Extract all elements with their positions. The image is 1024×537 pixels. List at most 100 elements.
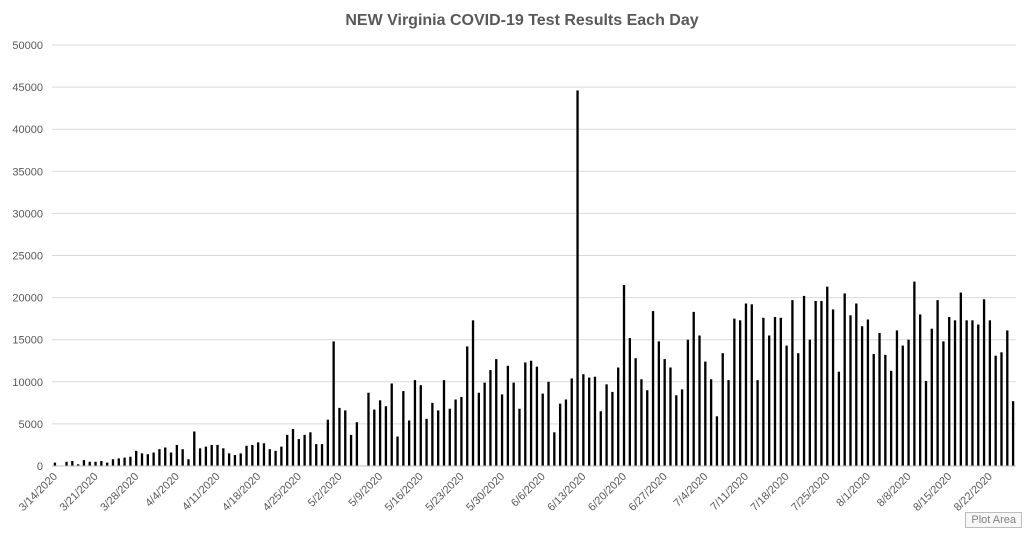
- bar: [274, 450, 277, 466]
- x-tick-label: 6/13/2020: [545, 471, 588, 514]
- bar: [257, 442, 260, 466]
- bar: [669, 367, 672, 466]
- y-tick-label: 20000: [12, 293, 43, 305]
- bar: [808, 339, 811, 466]
- bar: [802, 295, 806, 466]
- x-tick-label: 3/28/2020: [98, 471, 141, 514]
- bar: [709, 379, 713, 466]
- bar: [599, 411, 602, 466]
- bar: [895, 330, 899, 466]
- bar: [512, 382, 515, 466]
- bar: [175, 444, 179, 466]
- bar: [797, 353, 800, 466]
- bar: [657, 341, 661, 466]
- bar: [529, 360, 533, 466]
- bar: [692, 311, 695, 466]
- bar: [471, 320, 475, 466]
- bar: [820, 300, 823, 466]
- bar: [872, 354, 875, 466]
- bar: [913, 281, 916, 466]
- bar: [454, 399, 457, 466]
- bar: [94, 461, 97, 466]
- bar: [907, 339, 910, 466]
- bar: [948, 316, 951, 466]
- x-tick-label: 7/4/2020: [672, 471, 711, 510]
- bar: [919, 314, 922, 466]
- bar: [431, 402, 434, 466]
- bar: [367, 392, 370, 466]
- y-tick-label: 40000: [12, 124, 43, 136]
- y-tick-label: 5000: [19, 419, 43, 431]
- x-tick-label: 8/15/2020: [911, 471, 954, 514]
- bar: [216, 444, 219, 466]
- bar: [651, 311, 655, 466]
- bar: [680, 389, 684, 466]
- bar: [837, 371, 841, 466]
- y-tick-label: 50000: [12, 40, 43, 52]
- bar: [646, 390, 649, 466]
- bar: [65, 461, 68, 466]
- bar: [466, 346, 469, 466]
- bar: [320, 444, 324, 466]
- bar: [303, 434, 306, 466]
- bar: [756, 380, 759, 466]
- bar: [425, 418, 428, 466]
- bar: [739, 320, 742, 466]
- x-tick-label: 7/11/2020: [709, 471, 752, 514]
- bar: [164, 447, 167, 466]
- gridlines: [52, 44, 1016, 425]
- x-tick-label: 6/6/2020: [509, 471, 548, 510]
- bar: [704, 361, 707, 466]
- bar: [686, 339, 690, 466]
- plot-area-tooltip: Plot Area: [965, 512, 1022, 528]
- bar: [135, 450, 138, 466]
- bar: [628, 338, 631, 466]
- x-tick-label: 5/9/2020: [346, 471, 385, 510]
- bar: [280, 446, 283, 466]
- bar: [152, 452, 155, 466]
- x-tick-label: 4/11/2020: [180, 471, 223, 514]
- bar: [193, 431, 196, 466]
- bar: [553, 432, 556, 466]
- bar: [953, 320, 957, 466]
- bar: [338, 407, 341, 466]
- bar: [814, 300, 817, 466]
- y-tick-label: 45000: [12, 82, 43, 94]
- y-axis-tick-labels: 0 5000 10000 15000 20000 25000 30000 35000 40000…: [12, 40, 43, 473]
- bar: [564, 399, 568, 466]
- x-tick-label: 5/16/2020: [383, 471, 426, 514]
- bar: [344, 410, 347, 466]
- y-tick-label: 30000: [12, 208, 43, 220]
- x-tick-label: 7/18/2020: [749, 471, 792, 514]
- bars: [53, 90, 1015, 466]
- bar: [222, 448, 225, 466]
- x-tick-label: 4/4/2020: [143, 471, 182, 510]
- bar: [500, 394, 504, 466]
- bar: [889, 370, 893, 466]
- x-tick-label: 3/14/2020: [17, 471, 60, 514]
- bar: [663, 359, 666, 466]
- bar: [901, 345, 904, 466]
- bar: [622, 284, 626, 466]
- bar: [286, 434, 289, 466]
- bar: [442, 380, 446, 466]
- bar: [884, 354, 887, 466]
- bar: [831, 309, 835, 466]
- bar: [698, 335, 701, 466]
- bar: [251, 444, 254, 466]
- bar: [971, 320, 974, 466]
- bar: [373, 409, 376, 466]
- bar: [460, 396, 463, 466]
- bar: [448, 408, 451, 466]
- y-tick-label: 10000: [12, 377, 43, 389]
- bar: [541, 393, 544, 466]
- bar: [245, 445, 248, 466]
- bar: [495, 359, 498, 466]
- bar: [291, 428, 295, 466]
- bar: [924, 380, 928, 466]
- bar: [860, 326, 864, 466]
- x-tick-label: 5/23/2020: [423, 471, 466, 514]
- bar: [140, 453, 144, 466]
- x-tick-label: 5/30/2020: [464, 471, 507, 514]
